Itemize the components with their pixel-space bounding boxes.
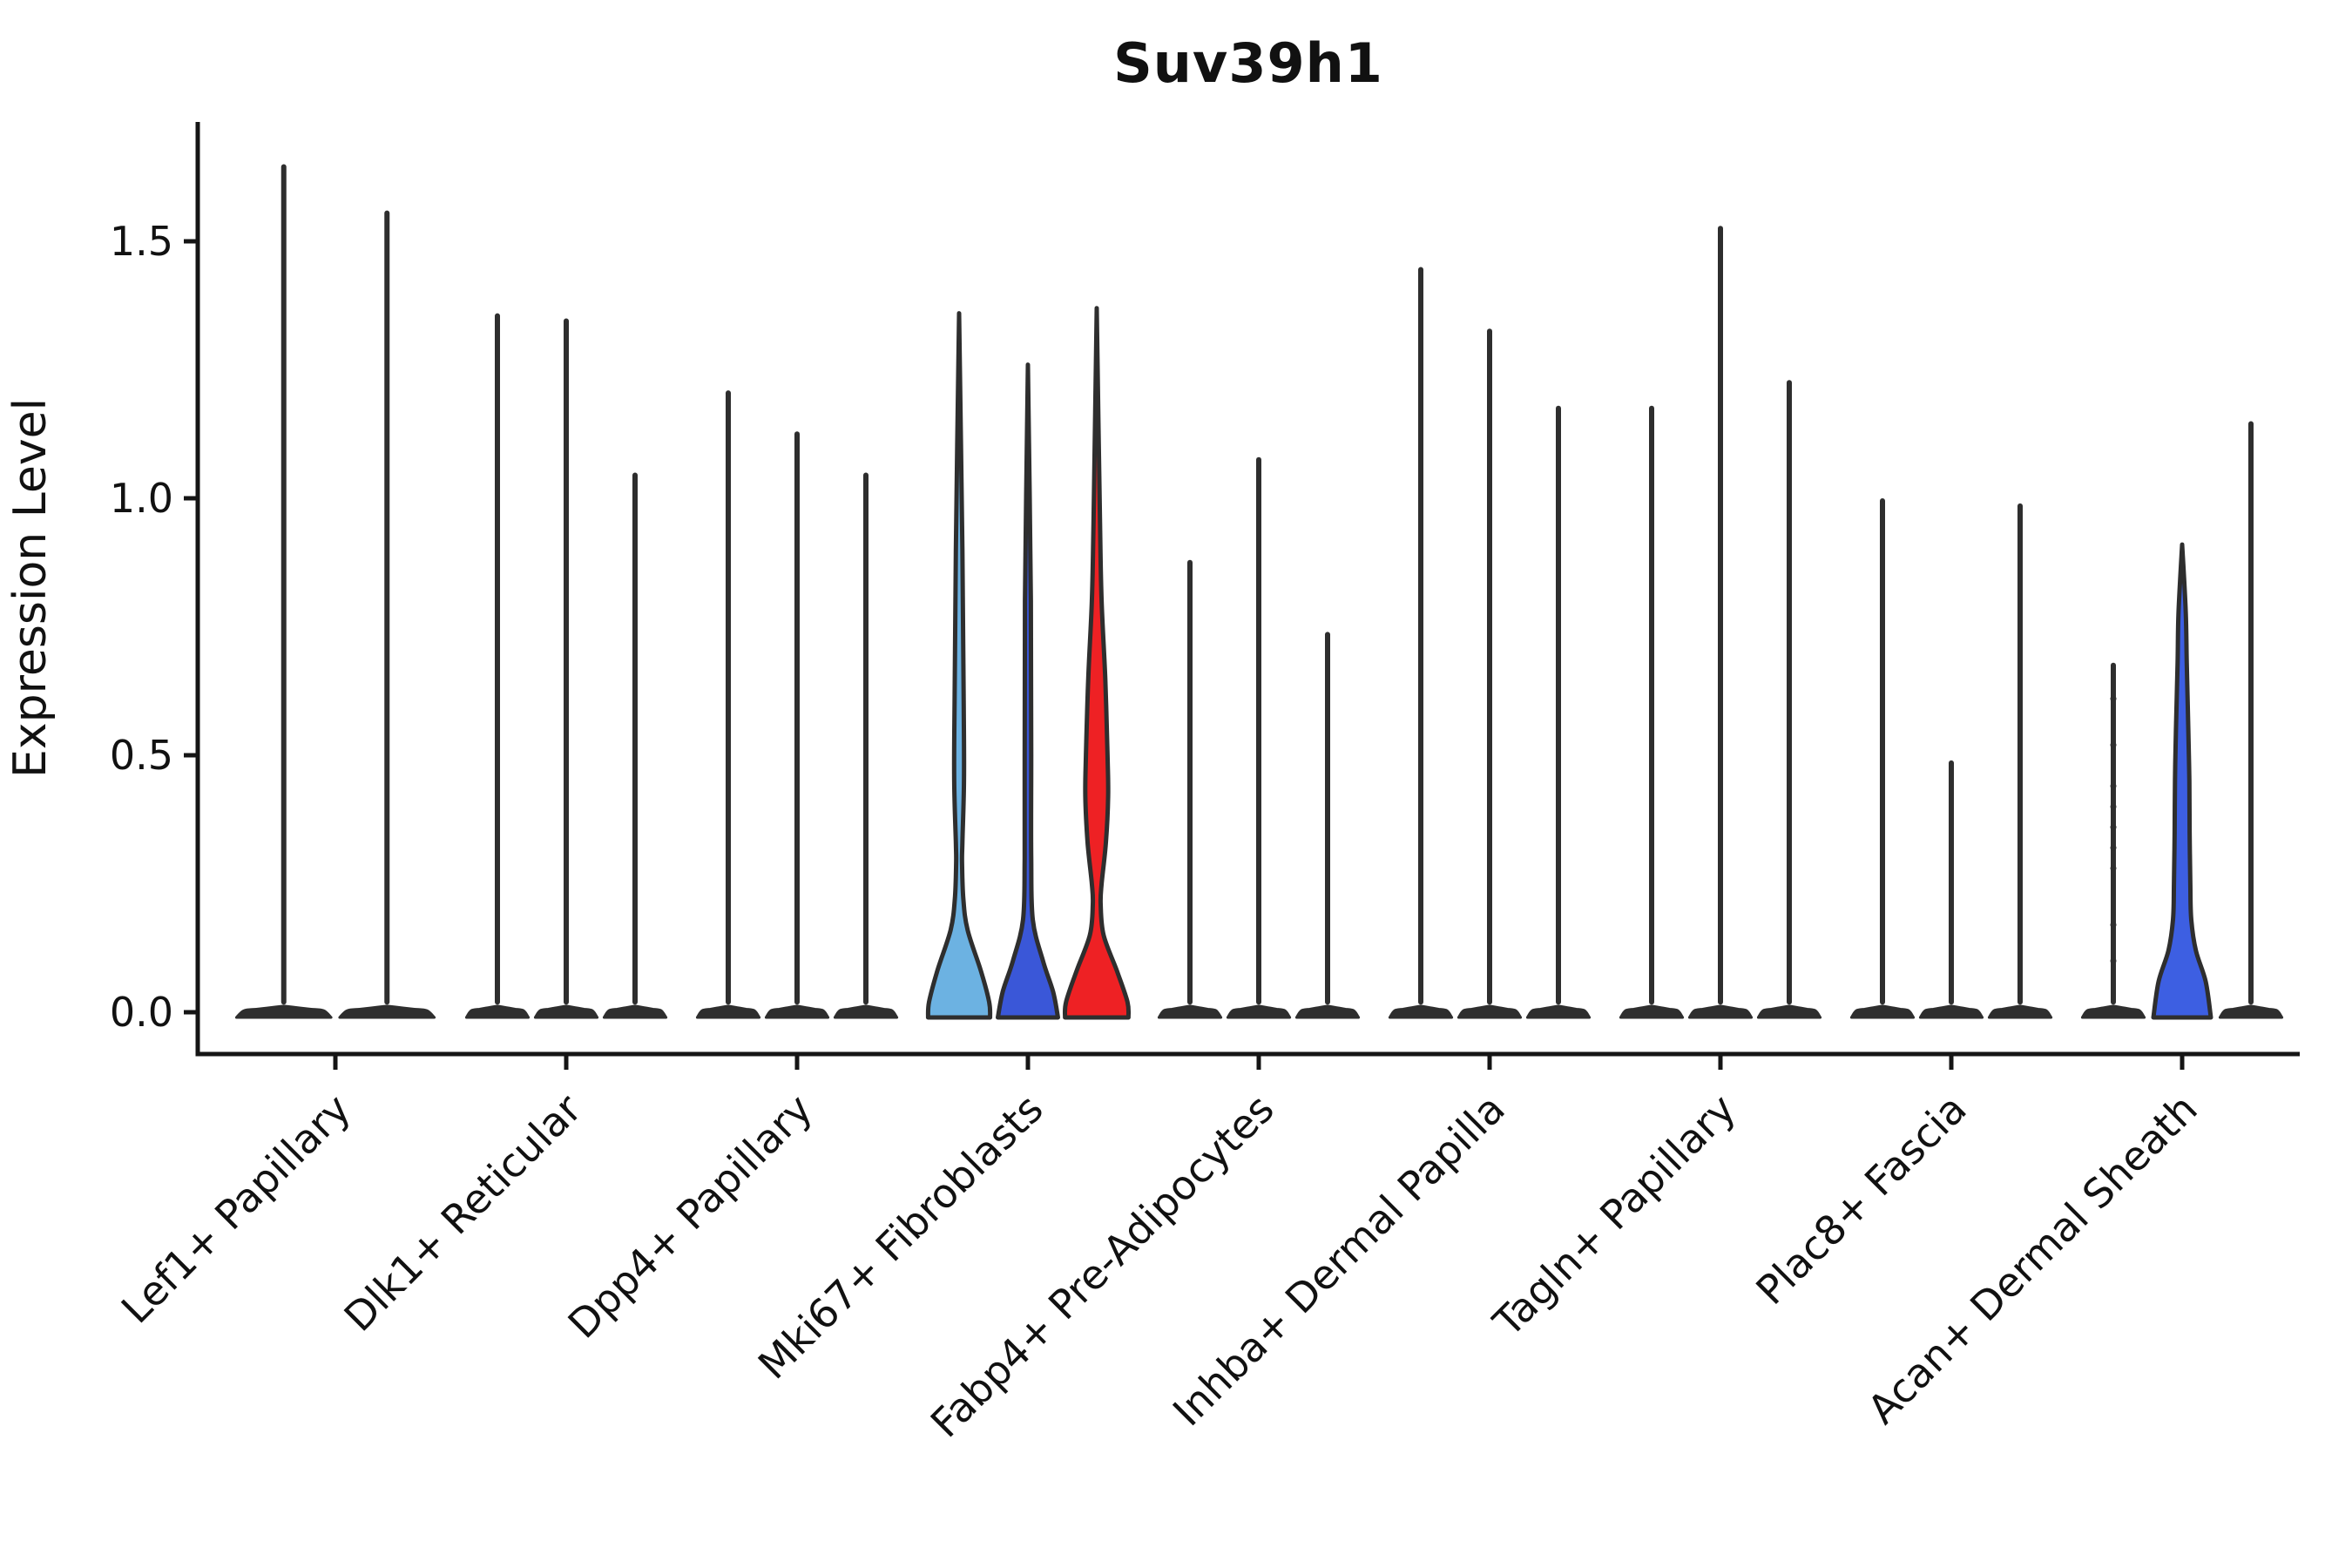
cell-point: [2110, 922, 2117, 929]
violin-8-0: [2080, 662, 2146, 1019]
cell-point: [2110, 741, 2117, 748]
y-axis-label: Expression Level: [4, 398, 57, 778]
violin-3-1: [996, 362, 1060, 1020]
x-tick-label: Dlk1+ Reticular: [335, 1085, 591, 1341]
violin-4-0: [1157, 559, 1223, 1019]
violin-0-1: [338, 210, 436, 1019]
cell-point: [2110, 695, 2117, 702]
violin-1-2: [602, 472, 668, 1019]
cell-point: [2110, 824, 2117, 831]
x-tick-label: Tagln+ Papillary: [1484, 1085, 1745, 1347]
y-axis: 0.0 0.5 1.0 1.5 Expression Level: [4, 218, 198, 1036]
violin-5-2: [1525, 405, 1592, 1019]
violin-7-1: [1918, 760, 1984, 1019]
violin-6-0: [1619, 405, 1685, 1019]
cell-point: [2110, 803, 2117, 810]
violin-0-0: [234, 164, 333, 1019]
violin-8-1: [2151, 542, 2213, 1020]
x-axis-category: Plac8+ Fascia: [1747, 1054, 1976, 1314]
violin-1-1: [533, 318, 599, 1019]
violin-4-2: [1294, 632, 1361, 1019]
cell-point: [2110, 844, 2117, 851]
violin-6-2: [1756, 380, 1822, 1019]
violin-2-0: [695, 390, 761, 1019]
violin-4-1: [1226, 456, 1292, 1019]
violin-1-0: [464, 313, 531, 1019]
cell-point: [2110, 957, 2117, 964]
violin-7-2: [1987, 503, 2053, 1019]
x-axis-category: Dlk1+ Reticular: [335, 1054, 591, 1341]
violin-2-1: [764, 431, 830, 1019]
x-tick-label: Lef1+ Papillary: [112, 1085, 360, 1333]
x-axis-category: Tagln+ Papillary: [1484, 1054, 1745, 1346]
violin-3-0: [925, 311, 993, 1020]
y-tick-label: 1.0: [110, 475, 173, 522]
violin-7-0: [1849, 498, 1916, 1019]
chart-title: Suv39h1: [1113, 31, 1383, 95]
cell-point: [2110, 782, 2117, 789]
cell-point: [2110, 865, 2117, 872]
violin-8-2: [2218, 421, 2284, 1019]
violin-6-1: [1687, 226, 1754, 1019]
violin-2-2: [833, 472, 899, 1019]
violin-5-0: [1388, 267, 1454, 1019]
x-axis-category: Acan+ Dermal Sheath: [1858, 1054, 2207, 1433]
x-axis-category: Dpp4+ Papillary: [559, 1054, 821, 1348]
y-tick-label: 0.0: [110, 989, 173, 1036]
violin-3-2: [1062, 306, 1132, 1020]
violin-5-1: [1456, 328, 1523, 1019]
x-axis-category: Lef1+ Papillary: [112, 1054, 360, 1332]
x-tick-label: Dpp4+ Papillary: [559, 1085, 821, 1348]
y-tick-label: 0.5: [110, 732, 173, 779]
x-tick-label: Plac8+ Fascia: [1747, 1085, 1975, 1314]
y-tick-label: 1.5: [110, 218, 173, 265]
x-axis-category: Inhba+ Dermal Papilla: [1164, 1054, 1514, 1435]
